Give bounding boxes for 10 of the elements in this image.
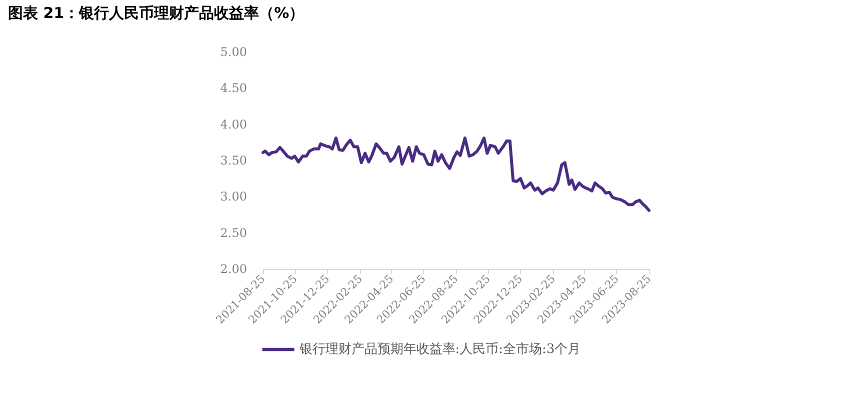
y-tick-label: 2.00	[220, 262, 247, 276]
y-tick-label: 2.50	[220, 226, 247, 240]
y-tick-label: 5.00	[220, 45, 247, 59]
y-tick-label: 4.00	[220, 117, 247, 132]
y-tick-label: 3.50	[220, 154, 247, 168]
y-tick-label: 3.00	[220, 190, 247, 204]
line-series	[262, 136, 650, 212]
chart-title: 图表 21：银行人民币理财产品收益率（%）	[8, 4, 304, 23]
legend-label: 银行理财产品预期年收益率:人民币:全市场:3个月	[298, 341, 581, 357]
y-tick-label: 4.50	[220, 81, 247, 96]
